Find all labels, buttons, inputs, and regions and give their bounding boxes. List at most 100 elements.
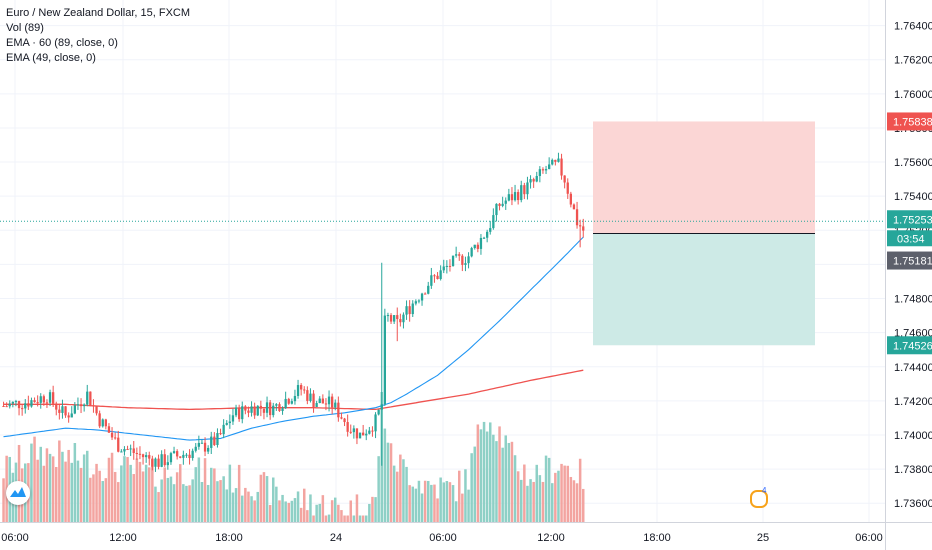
volume-bar	[560, 463, 563, 522]
volume-bar	[374, 497, 377, 522]
legend-volume[interactable]: Vol (89)	[6, 22, 44, 34]
candle-body	[14, 401, 18, 403]
take-profit-price-tag: 1.74526	[887, 336, 932, 355]
volume-bar	[526, 485, 529, 522]
candle-body	[247, 410, 250, 413]
volume-bar	[458, 470, 461, 522]
volume-bar	[272, 477, 275, 522]
volume-bar	[92, 474, 95, 522]
candle-body	[219, 433, 222, 435]
candle-body	[262, 408, 266, 413]
volume-bar	[572, 480, 576, 522]
candle-body	[523, 185, 526, 195]
volume-bar	[216, 481, 219, 522]
volume-bar	[383, 428, 387, 522]
volume-bar	[582, 488, 585, 522]
candle-body	[321, 398, 324, 404]
candle-body	[33, 400, 36, 403]
entry-price-text: 1.75181	[893, 256, 932, 268]
ema-fast-line	[3, 236, 584, 441]
volume-bar	[45, 448, 49, 522]
candle-body	[284, 398, 287, 409]
volume-bar	[498, 426, 501, 522]
candle-body	[2, 406, 5, 407]
candle-body	[495, 203, 498, 216]
legend-symbol[interactable]: Euro / New Zealand Dollar, 15, FXCM	[6, 7, 191, 19]
volume-bar	[95, 463, 98, 522]
countdown-text: 03:54	[897, 233, 925, 245]
volume-bar	[386, 442, 390, 522]
candle-body	[303, 389, 306, 391]
volume-bar	[210, 467, 213, 522]
volume-bar	[188, 485, 191, 522]
volume-bar	[349, 500, 352, 522]
candle-body	[188, 454, 191, 459]
candle-body	[380, 404, 383, 410]
candle-body	[482, 237, 486, 239]
candle-body	[287, 398, 290, 404]
volume-bar	[551, 483, 554, 522]
candle-body	[504, 200, 507, 204]
candle-body	[265, 402, 269, 413]
candle-body	[114, 437, 117, 439]
candle-body	[368, 430, 371, 434]
volume-bar	[516, 471, 520, 522]
candle-body	[24, 403, 27, 409]
volume-bar	[523, 464, 526, 522]
volume-bar	[315, 504, 318, 522]
volume-bar	[346, 515, 349, 522]
candle-body	[467, 256, 470, 264]
candle-body	[411, 303, 414, 315]
candle-body	[473, 244, 476, 249]
volume-bar	[191, 479, 194, 522]
volume-bar	[408, 485, 411, 522]
candle-body	[358, 432, 362, 439]
volume-bar	[470, 453, 473, 522]
volume-bar	[396, 471, 399, 522]
volume-bar	[234, 488, 238, 522]
volume-bar	[439, 477, 442, 522]
volume-bar	[39, 446, 42, 522]
time-tick-label: 18:00	[215, 532, 243, 544]
volume-bar	[405, 466, 408, 522]
time-tick-label: 06:00	[1, 532, 29, 544]
candle-body	[544, 169, 548, 171]
candle-body	[58, 409, 61, 413]
volume-bar	[222, 476, 225, 522]
time-tick-label: 18:00	[643, 532, 671, 544]
volume-bar	[365, 515, 368, 522]
chart-legend: Euro / New Zealand Dollar, 15, FXCM Vol …	[6, 6, 190, 66]
candle-body	[36, 402, 39, 404]
event-marker-icon[interactable]: 4	[750, 486, 768, 508]
volume-bar	[148, 467, 151, 522]
tradingview-logo-icon[interactable]	[6, 481, 30, 505]
volume-bar	[135, 458, 139, 522]
volume-bar	[399, 454, 402, 522]
grid-lines	[0, 0, 885, 522]
legend-ema-slow[interactable]: EMA · 60 (89, close, 0)	[6, 37, 118, 49]
candle-body	[107, 426, 111, 433]
candle-body	[355, 428, 359, 439]
volume-bar	[306, 510, 309, 522]
volume-bar	[513, 455, 517, 522]
candle-body	[572, 204, 576, 210]
candle-body	[337, 402, 340, 418]
entry-price-box	[887, 251, 932, 270]
candle-body	[293, 395, 297, 402]
volume-bar	[175, 472, 179, 522]
volume-bar	[123, 456, 126, 522]
volume-bar	[197, 457, 201, 522]
candle-body	[420, 293, 424, 301]
event-marker-count: 4	[762, 486, 767, 495]
candle-body	[213, 436, 216, 446]
candle-body	[278, 404, 281, 412]
candle-body	[76, 404, 80, 406]
candle-body	[486, 231, 489, 238]
volume-bar	[110, 452, 114, 522]
volume-bar	[566, 465, 569, 522]
time-tick-label: 24	[330, 532, 342, 544]
volume-bar	[327, 514, 331, 522]
legend-ema-fast[interactable]: EMA (49, close, 0)	[6, 52, 96, 64]
volume-bar	[287, 502, 290, 522]
